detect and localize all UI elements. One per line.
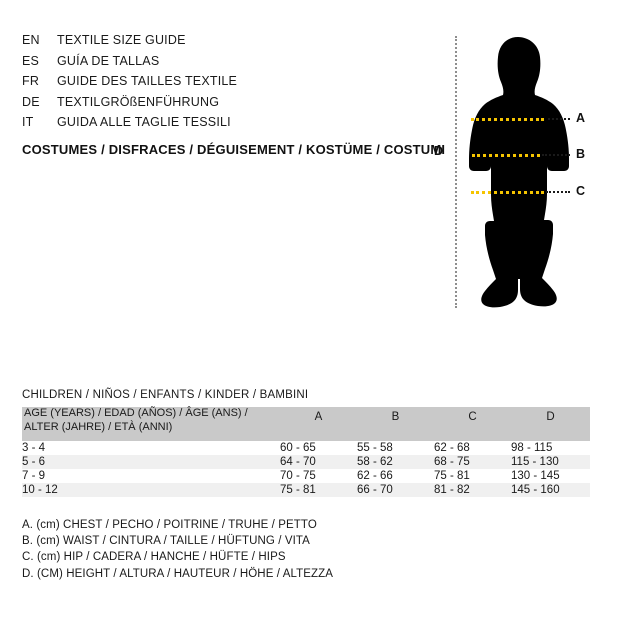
size-table-block: CHILDREN / NIÑOS / ENFANTS / KINDER / BA… [22,389,590,497]
cell-c: 68 - 75 [434,455,511,469]
language-title-it: GUIDA ALLE TAGLIE TESSILI [57,115,231,129]
costumes-heading: COSTUMES / DISFRACES / DÉGUISEMENT / KOS… [22,142,446,157]
language-row-es: ES GUÍA DE TALLAS [22,54,422,75]
chest-leader-line [548,118,570,120]
size-table: AGE (YEARS) / EDAD (AÑOS) / ÂGE (ANS) / … [22,407,590,497]
language-code-en: EN [22,33,40,47]
cell-a: 64 - 70 [280,455,357,469]
legend-row-d: D. (CM) HEIGHT / ALTURA / HAUTEUR / HÖHE… [22,567,334,580]
language-code-fr: FR [22,74,40,88]
children-group-heading: CHILDREN / NIÑOS / ENFANTS / KINDER / BA… [22,389,309,401]
column-header-d: D [511,407,590,441]
measurement-figure: D A B C [430,30,605,320]
cell-b: 62 - 66 [357,470,393,482]
waist-measure-line [472,154,540,157]
legend-row-c: C. (cm) HIP / CADERA / HANCHE / HÜFTE / … [22,551,286,564]
column-header-a: A [280,407,357,441]
table-row: 7 - 9 70 - 75 62 - 66 75 - 81 130 - 145 [22,469,590,483]
cell-a: 60 - 65 [280,442,316,454]
language-title-fr: GUIDE DES TAILLES TEXTILE [57,74,238,88]
cell-c: 81 - 82 [434,483,511,497]
column-header-age: AGE (YEARS) / EDAD (AÑOS) / ÂGE (ANS) / … [22,407,280,441]
waist-leader-line [542,154,570,156]
measure-label-a: A [576,111,586,125]
cell-b: 55 - 58 [357,442,393,454]
language-title-en: TEXTILE SIZE GUIDE [57,33,186,47]
table-row: 5 - 6 64 - 70 58 - 62 68 - 75 115 - 130 [22,455,590,469]
cell-age: 3 - 4 [22,442,46,454]
cell-d: 145 - 160 [511,483,590,497]
cell-c: 75 - 81 [434,470,470,482]
cell-a: 70 - 75 [280,470,316,482]
legend-row-b: B. (cm) WAIST / CINTURA / TAILLE / HÜFTU… [22,535,310,548]
cell-b: 66 - 70 [357,483,434,497]
table-header-row: AGE (YEARS) / EDAD (AÑOS) / ÂGE (ANS) / … [22,407,590,441]
language-title-de: TEXTILGRÖßENFÜHRUNG [57,94,220,109]
language-row-en: EN TEXTILE SIZE GUIDE [22,33,422,54]
measurement-legend: A. (cm) CHEST / PECHO / POITRINE / TRUHE… [22,517,442,582]
cell-c: 62 - 68 [434,442,470,454]
language-code-it: IT [22,115,34,129]
cell-d: 98 - 115 [511,442,553,454]
hip-leader-line [546,191,570,193]
table-row: 10 - 12 75 - 81 66 - 70 81 - 82 145 - 16… [22,483,590,497]
cell-age: 7 - 9 [22,470,46,482]
cell-d: 115 - 130 [511,455,590,469]
chest-measure-line [471,118,544,121]
language-code-es: ES [22,53,40,68]
measure-label-d: D [434,144,444,158]
cell-age: 5 - 6 [22,455,280,469]
language-row-it: IT GUIDA ALLE TAGLIE TESSILI [22,115,422,136]
language-row-de: DE TEXTILGRÖßENFÜHRUNG [22,95,422,116]
height-guide-line [455,36,457,308]
cell-d: 130 - 145 [511,470,560,482]
hip-measure-line [471,191,544,194]
language-title-list: EN TEXTILE SIZE GUIDE ES GUÍA DE TALLAS … [22,33,422,136]
language-row-fr: FR GUIDE DES TAILLES TEXTILE [22,74,422,95]
column-header-b: B [357,407,434,441]
legend-row-a: A. (cm) CHEST / PECHO / POITRINE / TRUHE… [22,519,317,531]
cell-age: 10 - 12 [22,483,280,497]
language-title-es: GUÍA DE TALLAS [57,53,160,68]
cell-a: 75 - 81 [280,483,357,497]
cell-b: 58 - 62 [357,455,434,469]
language-code-de: DE [22,94,40,109]
table-row: 3 - 4 60 - 65 55 - 58 62 - 68 98 - 115 [22,441,590,455]
measure-label-b: B [576,147,586,161]
child-silhouette-icon [469,37,569,308]
column-header-c: C [434,407,511,441]
measure-label-c: C [576,184,586,198]
